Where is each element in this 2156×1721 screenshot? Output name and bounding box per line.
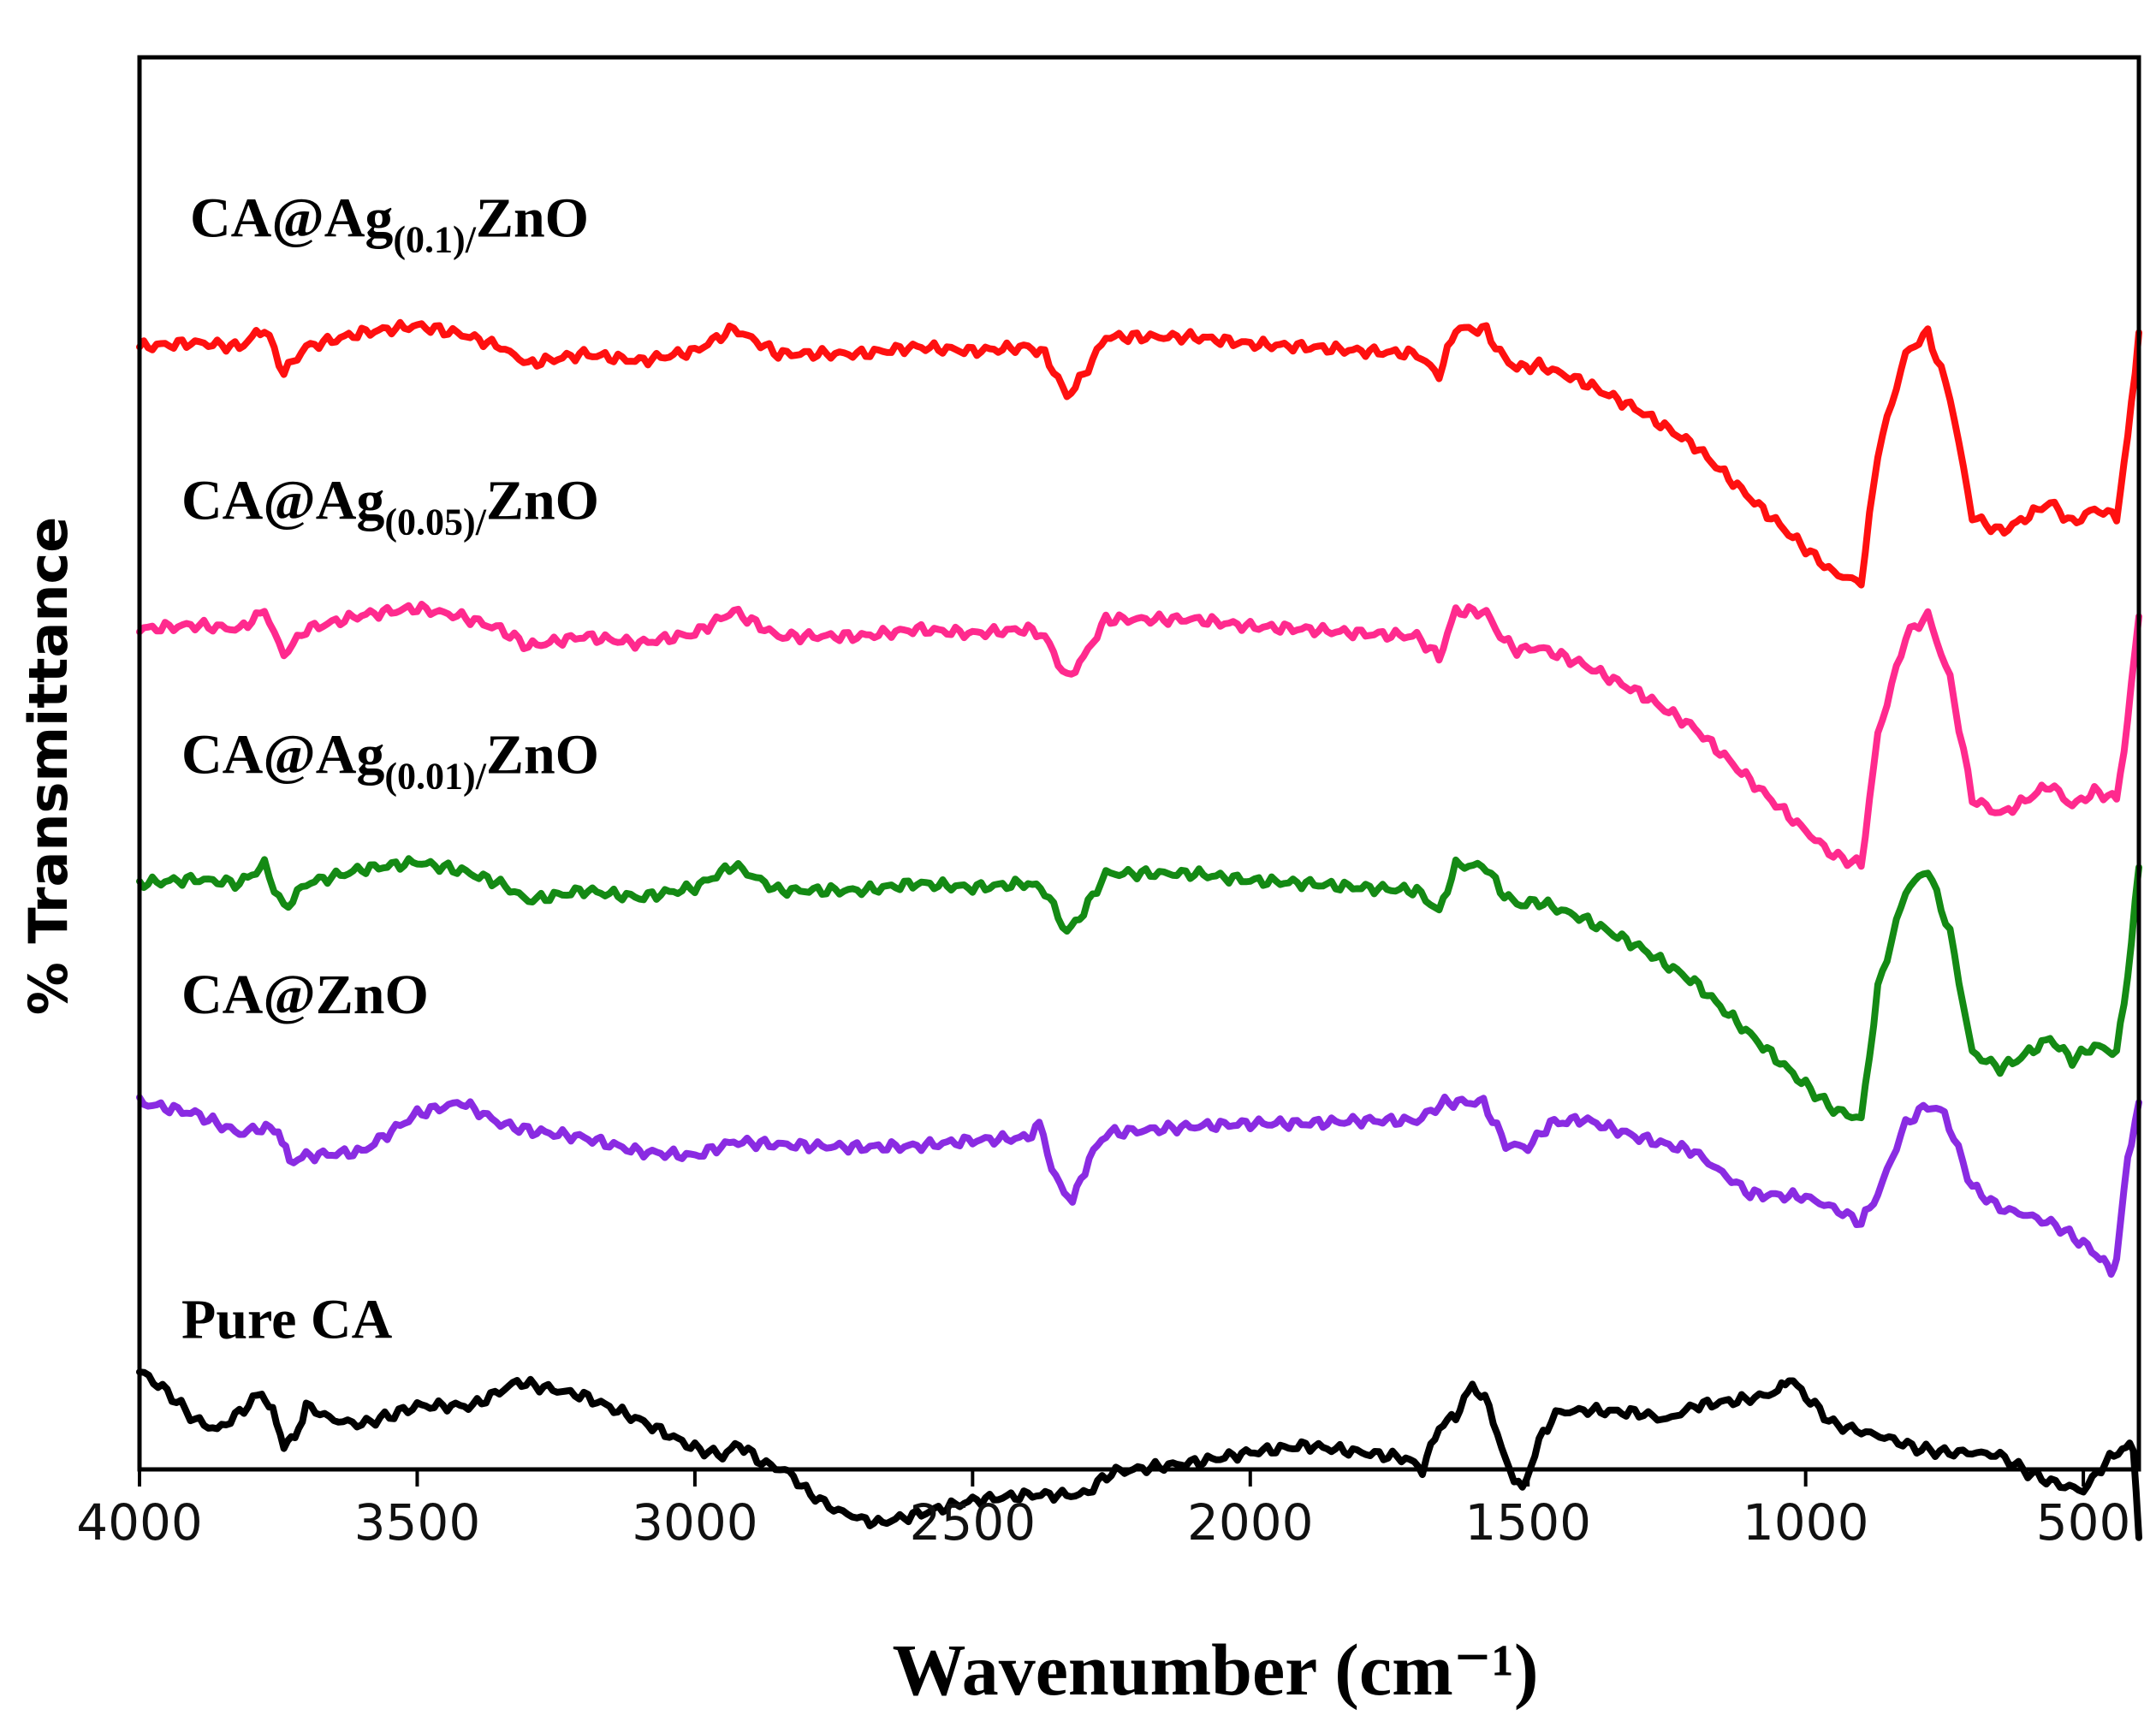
x-tick-label: 4000 [76,1493,203,1552]
series-label: Pure CA [181,1289,393,1351]
series-line [136,318,2142,589]
series-label: CA@Ag(0.01)/ZnO [181,724,599,798]
series-label-layer: CA@Ag(0.1)/ZnO CA@Ag(0.05)/ZnO CA@Ag(0.01)… [181,187,599,1351]
y-axis-title: % Transmittance [17,517,80,1016]
series-line [136,1093,2142,1278]
series-label: CA@Ag(0.05)/ZnO [181,470,599,543]
series-label: CA@ZnO [181,964,429,1026]
series-line [136,601,2142,870]
x-tick-label: 1000 [1743,1493,1869,1552]
x-tick-label: 2000 [1187,1493,1314,1552]
x-tick-label: 3000 [632,1493,758,1552]
series-line [136,1368,2142,1541]
series-layer [136,318,2142,1541]
plot-frame [137,55,2141,1472]
x-axis-ticks: 4000 3500 3000 2500 2000 1500 1000 500 [76,1469,2130,1552]
x-tick-label: 2500 [910,1493,1036,1552]
x-tick-label: 1500 [1464,1493,1591,1552]
series-label: CA@Ag(0.1)/ZnO [190,187,589,261]
x-tick-label: 3500 [354,1493,481,1552]
x-tick-label: 500 [2036,1493,2131,1552]
series-line [136,855,2142,1122]
x-axis-title: Wavenumber (cm⁻¹) [892,1629,1538,1711]
